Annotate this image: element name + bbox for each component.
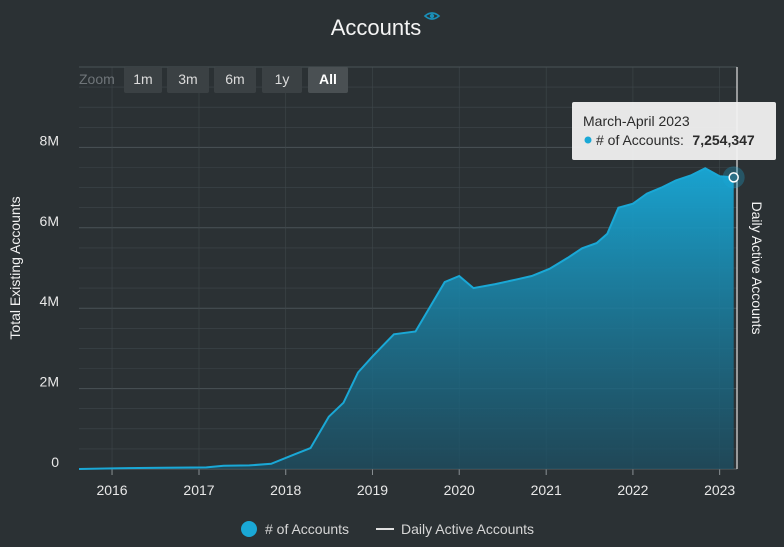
zoom-button-label: All <box>319 71 337 87</box>
x-tick-label: 2020 <box>444 482 475 498</box>
y-tick-label: 0 <box>51 454 59 470</box>
right-axis-title: Daily Active Accounts <box>749 201 765 334</box>
zoom-controls: Zoom 1m 3m 6m 1y All <box>79 67 348 93</box>
chart-title: Accounts <box>331 15 422 40</box>
y-tick-label: 8M <box>40 132 59 148</box>
zoom-button-1y[interactable]: 1y <box>262 67 302 93</box>
zoom-button-6m[interactable]: 6m <box>214 67 256 93</box>
zoom-button-3m[interactable]: 3m <box>167 67 209 93</box>
zoom-button-label: 6m <box>225 71 244 87</box>
y-axis-ticks: 0 2M 4M 6M 8M <box>40 132 60 470</box>
zoom-button-label: 1m <box>133 71 152 87</box>
tooltip-series-row: # of Accounts: 7,254,347 <box>596 132 755 149</box>
legend-item-accounts[interactable]: # of Accounts <box>241 521 349 537</box>
x-tick-label: 2021 <box>531 482 562 498</box>
legend-label-accounts: # of Accounts <box>265 521 349 537</box>
zoom-button-bg <box>124 67 162 93</box>
zoom-button-bg <box>262 67 302 93</box>
y-tick-label: 2M <box>40 374 59 390</box>
tooltip-title: March-April 2023 <box>583 113 690 129</box>
zoom-label: Zoom <box>79 71 115 87</box>
legend-label-daily-active: Daily Active Accounts <box>401 521 534 537</box>
tooltip-box <box>572 102 776 160</box>
zoom-button-bg <box>214 67 256 93</box>
zoom-button-1m[interactable]: 1m <box>124 67 162 93</box>
tooltip-series-value: 7,254,347 <box>692 132 754 148</box>
tooltip-series-label: # of Accounts: <box>596 132 684 148</box>
accounts-line <box>78 167 734 470</box>
y-tick-label: 6M <box>40 213 59 229</box>
y-tick-label: 4M <box>40 293 59 309</box>
tooltip: March-April 2023 # of Accounts: 7,254,34… <box>572 102 776 160</box>
tooltip-series-dot <box>584 136 592 144</box>
x-tick-label: 2019 <box>357 482 388 498</box>
zoom-button-bg <box>308 67 348 93</box>
x-tick-label: 2023 <box>704 482 735 498</box>
zoom-button-all[interactable]: All <box>308 67 348 93</box>
x-tick-label: 2016 <box>96 482 127 498</box>
highlight-point[interactable] <box>728 172 739 183</box>
legend: # of Accounts Daily Active Accounts <box>241 521 534 537</box>
x-tick-label: 2022 <box>617 482 648 498</box>
x-axis-ticks: 2016 2017 2018 2019 2020 2021 2022 2023 <box>79 468 737 498</box>
zoom-button-bg <box>167 67 209 93</box>
y-axis-title: Total Existing Accounts <box>7 196 23 339</box>
zoom-button-label: 3m <box>178 71 197 87</box>
legend-circle-marker <box>241 521 257 537</box>
eye-icon[interactable] <box>423 12 441 20</box>
legend-item-daily-active[interactable]: Daily Active Accounts <box>376 521 534 537</box>
zoom-button-label: 1y <box>275 71 290 87</box>
accounts-area <box>79 168 734 470</box>
x-tick-label: 2017 <box>183 482 214 498</box>
x-tick-label: 2018 <box>270 482 301 498</box>
